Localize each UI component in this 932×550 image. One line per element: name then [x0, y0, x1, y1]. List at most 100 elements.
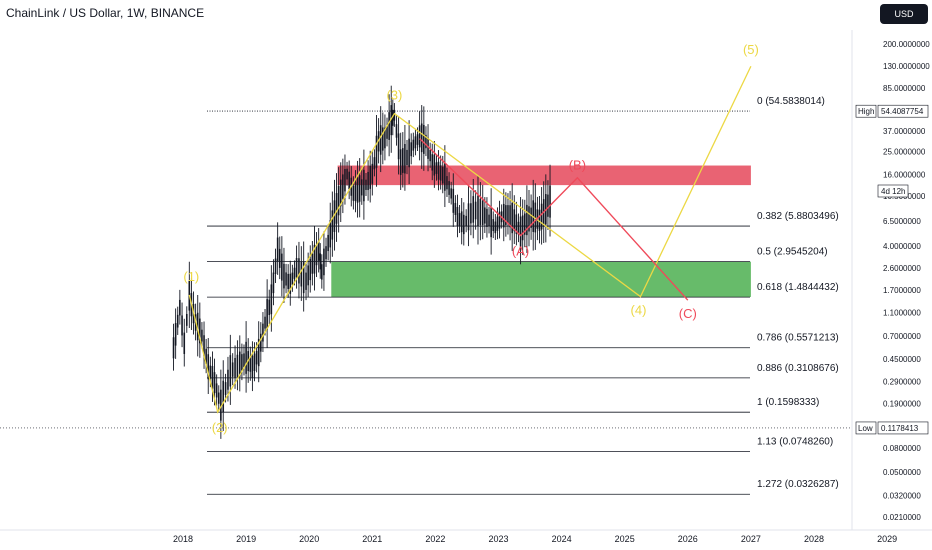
- price-candle-body: [264, 316, 266, 329]
- price-candle-body: [327, 234, 329, 252]
- price-candle-body: [369, 165, 371, 189]
- price-candle-body: [523, 213, 526, 235]
- price-candle-body: [365, 179, 367, 190]
- price-candle-body: [319, 253, 322, 270]
- price-candle-body: [435, 162, 438, 174]
- price-tick-label: 0.0210000: [883, 513, 921, 522]
- price-candle-body: [515, 214, 518, 234]
- price-candle-body: [488, 214, 490, 227]
- impulse-wave-label: (4): [631, 303, 647, 318]
- price-tick-label: 85.0000000: [883, 84, 926, 93]
- price-candle-body: [311, 253, 314, 274]
- price-candle-body: [408, 138, 410, 168]
- correction-wave-line: [419, 138, 689, 301]
- price-candle-body: [425, 134, 427, 149]
- price-candle-body: [511, 202, 513, 234]
- price-candle-body: [339, 179, 342, 207]
- price-candle-body: [386, 125, 388, 139]
- price-candle-body: [227, 369, 229, 390]
- price-candle-body: [375, 135, 378, 168]
- price-candle-body: [342, 174, 344, 199]
- time-tick-label: 2023: [488, 534, 508, 544]
- price-candle-body: [534, 202, 537, 233]
- price-candle-body: [305, 272, 307, 290]
- price-candle-body: [215, 383, 218, 398]
- price-candle-body: [418, 125, 421, 148]
- correction-wave-label: (C): [679, 306, 697, 321]
- price-candle-body: [509, 205, 511, 228]
- price-candle-body: [373, 157, 376, 170]
- price-candle-body: [307, 265, 309, 286]
- price-candle-body: [205, 348, 207, 365]
- price-candle-body: [526, 204, 528, 236]
- currency-button[interactable]: USD: [880, 4, 928, 24]
- price-tick-label: 130.0000000: [883, 62, 930, 71]
- price-candle-body: [331, 210, 334, 240]
- price-candle-body: [231, 362, 234, 377]
- price-candle-body: [222, 380, 225, 413]
- price-tick-label: 0.0800000: [883, 444, 921, 453]
- low-tag-label: Low: [858, 424, 873, 433]
- price-candle-body: [454, 202, 457, 215]
- price-tick-label: 4.0000000: [883, 242, 921, 251]
- correction-wave-label: (A): [512, 243, 529, 258]
- countdown-label: 4d 12h: [881, 187, 905, 196]
- price-candle-body: [172, 337, 175, 359]
- price-candle-body: [460, 211, 463, 233]
- price-candle-body: [241, 354, 243, 371]
- price-candle-body: [474, 201, 477, 220]
- price-candle-body: [321, 264, 323, 280]
- price-candle-body: [245, 341, 247, 374]
- price-candle-body: [406, 149, 408, 166]
- price-candle-body: [313, 244, 316, 274]
- impulse-wave-label: (5): [743, 42, 759, 57]
- price-candle-body: [356, 177, 359, 203]
- time-tick-label: 2024: [552, 534, 572, 544]
- price-candle-body: [429, 149, 431, 162]
- price-candle-body: [323, 248, 325, 276]
- price-candle-body: [547, 194, 549, 217]
- price-candle-body: [174, 323, 177, 346]
- price-tick-label: 0.2900000: [883, 377, 921, 386]
- time-tick-label: 2026: [678, 534, 698, 544]
- time-tick-label: 2029: [877, 534, 897, 544]
- price-candle-body: [470, 203, 472, 224]
- price-candle-body: [201, 329, 203, 342]
- price-candle-body: [384, 127, 386, 149]
- price-candle-body: [289, 273, 292, 294]
- price-candle-body: [479, 198, 482, 225]
- time-tick-label: 2020: [299, 534, 319, 544]
- price-candle-body: [335, 193, 338, 224]
- impulse-wave-line: [188, 65, 752, 414]
- price-candle-body: [549, 185, 551, 218]
- price-candle-body: [388, 112, 390, 140]
- impulse-wave-label: (1): [183, 269, 199, 284]
- price-candle-body: [404, 144, 406, 174]
- price-candle-body: [416, 134, 419, 145]
- price-candle-body: [325, 246, 327, 260]
- price-candle-body: [291, 272, 294, 285]
- time-tick-label: 2019: [236, 534, 256, 544]
- fib-level-label: 0.382 (5.8803496): [757, 211, 839, 222]
- price-candle-body: [243, 353, 245, 368]
- price-tick-label: 200.0000000: [883, 40, 930, 49]
- price-candle-body: [295, 258, 298, 278]
- price-candle-body: [270, 284, 273, 315]
- price-candle-body: [224, 382, 227, 395]
- price-candle-body: [278, 248, 281, 268]
- price-tick-label: 0.0500000: [883, 468, 921, 477]
- price-candle-body: [502, 203, 505, 228]
- price-candle-body: [360, 179, 363, 196]
- price-candle-body: [481, 200, 484, 225]
- price-tick-label: 6.5000000: [883, 217, 921, 226]
- price-candle-body: [315, 245, 318, 266]
- price-candle-body: [465, 215, 467, 227]
- price-candle-body: [431, 154, 434, 171]
- price-candle-body: [427, 137, 429, 159]
- price-candle-body: [309, 258, 312, 281]
- price-candle-body: [472, 196, 475, 223]
- fib-level-label: 0.618 (1.4844432): [757, 282, 839, 293]
- price-candle-body: [274, 258, 277, 274]
- price-candle-body: [285, 272, 287, 286]
